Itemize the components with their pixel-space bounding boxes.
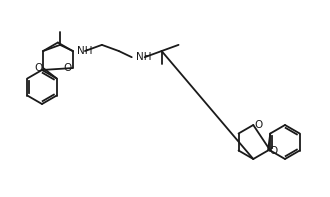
Text: O: O	[269, 146, 277, 155]
Text: O: O	[254, 120, 263, 130]
Text: NH: NH	[77, 46, 92, 56]
Text: O: O	[63, 63, 72, 73]
Text: O: O	[34, 63, 42, 73]
Text: NH: NH	[136, 52, 151, 62]
